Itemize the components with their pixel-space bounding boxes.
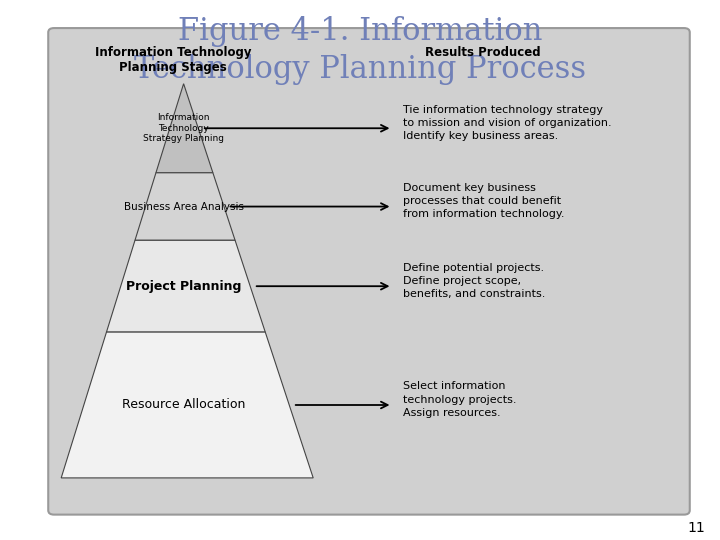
- Polygon shape: [135, 173, 235, 240]
- Polygon shape: [156, 84, 213, 173]
- Text: Tie information technology strategy
to mission and vision of organization.
Ident: Tie information technology strategy to m…: [403, 105, 612, 141]
- Text: Define potential projects.
Define project scope,
benefits, and constraints.: Define potential projects. Define projec…: [403, 262, 546, 299]
- Text: Information
Technology
Strategy Planning: Information Technology Strategy Planning: [143, 113, 224, 143]
- Text: Business Area Analysis: Business Area Analysis: [124, 201, 243, 212]
- FancyBboxPatch shape: [48, 28, 690, 515]
- Text: Project Planning: Project Planning: [126, 280, 241, 293]
- Text: 11: 11: [688, 521, 706, 535]
- Text: Document key business
processes that could benefit
from information technology.: Document key business processes that cou…: [403, 183, 564, 219]
- Polygon shape: [107, 240, 265, 332]
- Text: Select information
technology projects.
Assign resources.: Select information technology projects. …: [403, 381, 517, 418]
- Polygon shape: [61, 332, 313, 478]
- Text: Information Technology
Planning Stages: Information Technology Planning Stages: [94, 46, 251, 74]
- Text: Figure 4-1. Information
Technology Planning Process: Figure 4-1. Information Technology Plann…: [134, 16, 586, 85]
- Text: Resource Allocation: Resource Allocation: [122, 399, 246, 411]
- Text: Results Produced: Results Produced: [425, 46, 540, 59]
